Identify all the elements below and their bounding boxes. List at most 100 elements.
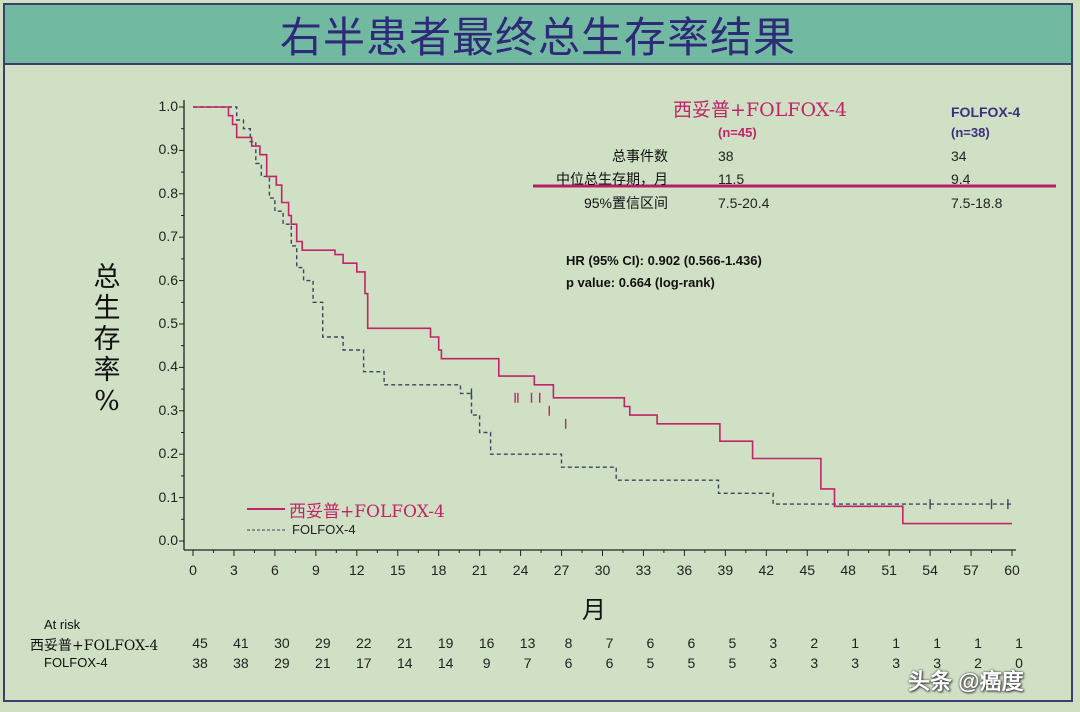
at-risk-count: 5 bbox=[646, 655, 655, 671]
x-tick-label: 39 bbox=[717, 562, 734, 578]
at-risk-count: 6 bbox=[605, 655, 614, 671]
stats-arm-b-ci: 7.5-18.8 bbox=[951, 195, 1003, 211]
x-tick-label: 9 bbox=[311, 562, 320, 578]
at-risk-count: 17 bbox=[356, 655, 372, 671]
at-risk-count: 1 bbox=[851, 635, 860, 651]
at-risk-count: 6 bbox=[687, 635, 696, 651]
x-tick-label: 42 bbox=[758, 562, 775, 578]
x-tick-label: 3 bbox=[230, 562, 238, 578]
x-tick-label: 48 bbox=[840, 562, 856, 578]
at-risk-count: 7 bbox=[523, 655, 532, 671]
at-risk-arm-a-label: 西妥普+FOLFOX-4 bbox=[30, 638, 159, 654]
y-tick-label: 0.5 bbox=[158, 315, 178, 331]
at-risk-count: 2 bbox=[974, 655, 982, 671]
x-tick-label: 33 bbox=[635, 562, 652, 578]
stats-arm-a-ci: 7.5-20.4 bbox=[718, 195, 770, 211]
stats-arm-a-name: 西妥普+FOLFOX-4 bbox=[673, 99, 848, 121]
x-tick-label: 21 bbox=[471, 562, 488, 578]
at-risk-count: 3 bbox=[892, 655, 901, 671]
stats-arm-a-median-os: 11.5 bbox=[718, 171, 745, 187]
at-risk-count: 21 bbox=[396, 635, 413, 651]
y-axis-label: 总生存率% bbox=[93, 262, 121, 417]
at-risk-count: 38 bbox=[192, 655, 208, 671]
y-tick-label: 0.8 bbox=[158, 184, 178, 201]
at-risk-count: 45 bbox=[192, 635, 208, 651]
y-tick-label: 0.3 bbox=[158, 401, 178, 418]
y-tick-label: 0.1 bbox=[158, 488, 178, 505]
at-risk-count: 16 bbox=[478, 635, 495, 651]
at-risk-count: 29 bbox=[274, 655, 290, 671]
at-risk-count: 21 bbox=[315, 655, 331, 671]
x-tick-label: 0 bbox=[189, 562, 197, 578]
censor-marks bbox=[470, 388, 1009, 510]
y-tick-label: 0.0 bbox=[158, 532, 178, 548]
at-risk-header: At risk bbox=[44, 617, 81, 632]
x-tick-label: 6 bbox=[270, 562, 279, 578]
at-risk-arm-b-label: FOLFOX-4 bbox=[44, 655, 108, 670]
at-risk-count: 6 bbox=[646, 635, 655, 651]
stats-arm-b-name: FOLFOX-4 bbox=[951, 104, 1021, 120]
at-risk-count: 3 bbox=[810, 655, 819, 671]
axes bbox=[179, 100, 1016, 556]
legend-arm-b: FOLFOX-4 bbox=[292, 522, 356, 537]
y-tick-label: 1.0 bbox=[158, 98, 178, 114]
stats-arm-a-events: 38 bbox=[718, 148, 734, 164]
at-risk-count: 3 bbox=[769, 655, 778, 671]
at-risk-count: 3 bbox=[851, 655, 860, 671]
title-bar: 右半患者最终总生存率结果 bbox=[3, 3, 1073, 65]
y-tick-label: 0.4 bbox=[158, 358, 178, 375]
at-risk-count: 41 bbox=[233, 635, 249, 651]
x-tick-label: 27 bbox=[553, 562, 570, 578]
x-tick-label: 54 bbox=[922, 562, 938, 578]
stats-arm-b-median-os: 9.4 bbox=[951, 171, 971, 187]
x-tick-label: 36 bbox=[676, 562, 693, 578]
chart-frame bbox=[3, 3, 1073, 702]
x-tick-label: 15 bbox=[389, 562, 406, 578]
stats-label-events: 总事件数 bbox=[612, 148, 668, 164]
p-value: p value: 0.664 (log-rank) bbox=[566, 275, 715, 290]
page-title: 右半患者最终总生存率结果 bbox=[279, 12, 796, 62]
x-tick-label: 45 bbox=[799, 562, 816, 578]
at-risk-count: 5 bbox=[687, 655, 696, 671]
at-risk-count: 14 bbox=[396, 655, 413, 671]
stats-label-median-os: 中位总生存期，月 bbox=[556, 171, 668, 187]
at-risk-count: 14 bbox=[437, 655, 454, 671]
at-risk-count: 22 bbox=[356, 635, 372, 651]
at-risk-count: 7 bbox=[605, 635, 614, 651]
curve-folfox4 bbox=[193, 106, 1012, 505]
at-risk-count: 1 bbox=[974, 635, 982, 651]
stats-label-ci: 95%置信区间 bbox=[583, 195, 668, 211]
x-tick-label: 24 bbox=[512, 562, 529, 578]
at-risk-count: 3 bbox=[933, 655, 941, 671]
at-risk-count: 19 bbox=[437, 635, 454, 651]
at-risk-count: 1 bbox=[1015, 635, 1023, 651]
at-risk-count: 1 bbox=[892, 635, 901, 651]
x-tick-label: 30 bbox=[594, 562, 611, 578]
at-risk-count: 2 bbox=[810, 635, 819, 651]
hazard-ratio: HR (95% CI): 0.902 (0.566-1.436) bbox=[566, 253, 762, 268]
at-risk-count: 5 bbox=[728, 635, 737, 651]
stats-arm-b-n: (n=38) bbox=[951, 125, 990, 140]
x-tick-label: 51 bbox=[881, 562, 897, 578]
at-risk-count: 30 bbox=[274, 635, 290, 651]
y-tick-label: 0.9 bbox=[158, 141, 178, 158]
y-tick-label: 0.2 bbox=[158, 445, 178, 462]
at-risk-count: 1 bbox=[933, 635, 941, 651]
at-risk-count: 3 bbox=[769, 635, 778, 651]
y-tick-label: 0.6 bbox=[158, 271, 178, 288]
stats-arm-a-n: (n=45) bbox=[718, 125, 757, 140]
curve-cetuximab-folfox4 bbox=[193, 106, 1012, 525]
at-risk-count: 38 bbox=[233, 655, 249, 671]
x-tick-label: 57 bbox=[963, 562, 979, 578]
x-tick-label: 60 bbox=[1004, 562, 1020, 578]
x-tick-label: 18 bbox=[430, 562, 447, 578]
at-risk-count: 5 bbox=[728, 655, 737, 671]
watermark: 头条 @癌度 bbox=[908, 669, 1024, 694]
x-tick-label: 12 bbox=[349, 562, 365, 578]
at-risk-count: 29 bbox=[315, 635, 331, 651]
at-risk-count: 0 bbox=[1015, 655, 1023, 671]
legend-arm-a: 西妥普+FOLFOX-4 bbox=[289, 502, 445, 522]
at-risk-count: 6 bbox=[564, 655, 573, 671]
at-risk-count: 9 bbox=[482, 655, 491, 671]
